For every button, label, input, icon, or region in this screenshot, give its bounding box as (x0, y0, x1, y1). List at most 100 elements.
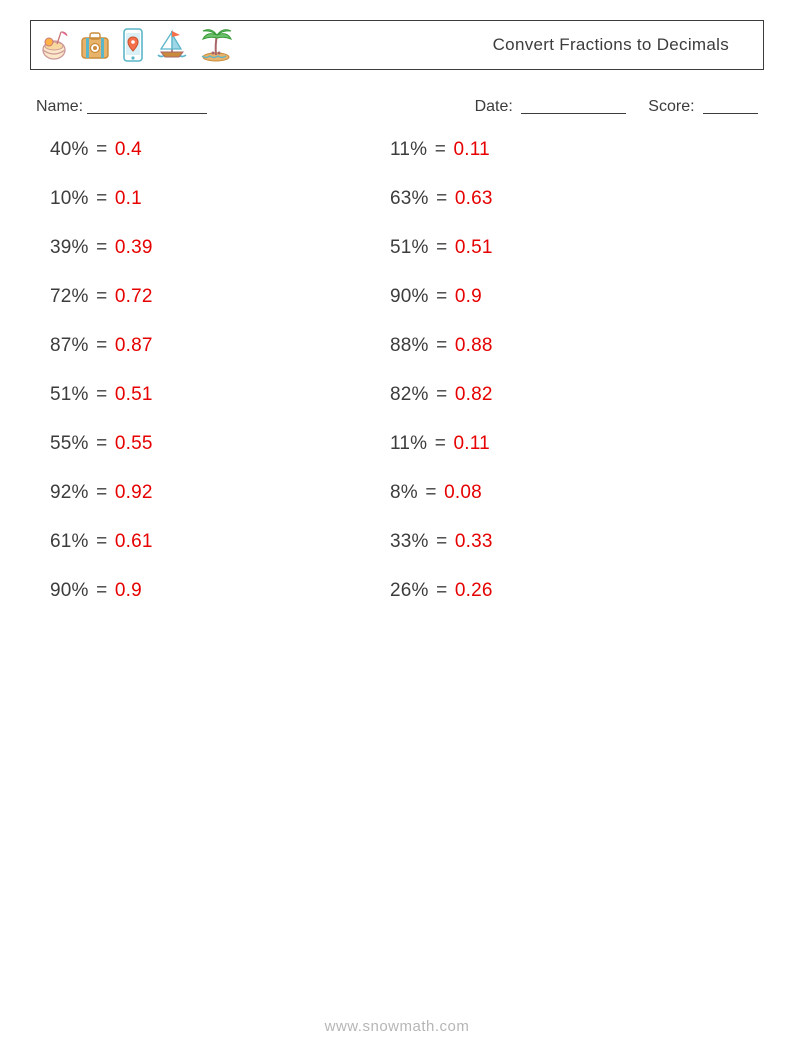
name-label: Name: (36, 98, 83, 116)
equals-sign: = (91, 237, 113, 258)
problem-question: 39% (50, 237, 89, 258)
problem-answer: 0.55 (115, 433, 153, 454)
problem-row: 61% = 0.61 (50, 532, 390, 551)
meta-row: Name: Date: Score: (36, 96, 758, 116)
problem-question: 90% (390, 286, 429, 307)
problem-answer: 0.92 (115, 482, 153, 503)
problem-question: 92% (50, 482, 89, 503)
equals-sign: = (431, 335, 453, 356)
problem-row: 11% = 0.11 (390, 434, 730, 453)
problems-column-left: 40% = 0.4 10% = 0.1 39% = 0.39 72% = 0.72 87… (50, 140, 390, 630)
problem-answer: 0.1 (115, 188, 142, 209)
problem-question: 11% (390, 433, 427, 454)
problem-row: 11% = 0.11 (390, 140, 730, 159)
problem-answer: 0.11 (453, 139, 489, 160)
problem-question: 8% (390, 482, 418, 503)
problems-grid: 40% = 0.4 10% = 0.1 39% = 0.39 72% = 0.72 87… (50, 140, 764, 630)
date-label: Date: (475, 98, 513, 115)
problem-row: 90% = 0.9 (50, 581, 390, 600)
problem-question: 10% (50, 188, 89, 209)
problem-question: 51% (390, 237, 429, 258)
problem-answer: 0.33 (455, 531, 493, 552)
problem-row: 33% = 0.33 (390, 532, 730, 551)
problem-row: 8% = 0.08 (390, 483, 730, 502)
problem-row: 87% = 0.87 (50, 336, 390, 355)
equals-sign: = (91, 580, 113, 601)
problem-row: 72% = 0.72 (50, 287, 390, 306)
equals-sign: = (91, 482, 113, 503)
problem-row: 92% = 0.92 (50, 483, 390, 502)
problem-answer: 0.9 (455, 286, 482, 307)
problem-question: 40% (50, 139, 89, 160)
problem-question: 55% (50, 433, 89, 454)
problem-row: 39% = 0.39 (50, 238, 390, 257)
problem-row: 40% = 0.4 (50, 140, 390, 159)
date-blank[interactable] (521, 99, 626, 114)
problem-row: 51% = 0.51 (50, 385, 390, 404)
equals-sign: = (431, 237, 453, 258)
worksheet-page: Convert Fractions to Decimals Name: Date… (0, 0, 794, 1053)
footer-watermark: www.snowmath.com (0, 1018, 794, 1035)
drink-icon (39, 28, 69, 62)
problem-question: 63% (390, 188, 429, 209)
equals-sign: = (431, 188, 453, 209)
equals-sign: = (431, 531, 453, 552)
problem-row: 55% = 0.55 (50, 434, 390, 453)
problem-answer: 0.51 (115, 384, 153, 405)
problem-question: 33% (390, 531, 429, 552)
sailboat-icon (155, 27, 189, 63)
name-blank[interactable] (87, 99, 207, 114)
equals-sign: = (91, 286, 113, 307)
problem-question: 88% (390, 335, 429, 356)
equals-sign: = (431, 580, 453, 601)
header-icons (39, 27, 233, 63)
problem-row: 63% = 0.63 (390, 189, 730, 208)
problem-answer: 0.39 (115, 237, 153, 258)
equals-sign: = (431, 384, 453, 405)
equals-sign: = (420, 482, 442, 503)
equals-sign: = (91, 139, 113, 160)
problem-answer: 0.51 (455, 237, 493, 258)
problem-question: 82% (390, 384, 429, 405)
problem-question: 72% (50, 286, 89, 307)
score-blank[interactable] (703, 99, 758, 114)
problem-answer: 0.87 (115, 335, 153, 356)
equals-sign: = (429, 433, 451, 454)
problem-row: 10% = 0.1 (50, 189, 390, 208)
problem-row: 82% = 0.82 (390, 385, 730, 404)
problem-row: 88% = 0.88 (390, 336, 730, 355)
problems-column-right: 11% = 0.11 63% = 0.63 51% = 0.51 90% = 0.9 8… (390, 140, 730, 630)
problem-answer: 0.82 (455, 384, 493, 405)
problem-answer: 0.72 (115, 286, 153, 307)
problem-row: 51% = 0.51 (390, 238, 730, 257)
suitcase-icon (79, 28, 111, 62)
problem-question: 90% (50, 580, 89, 601)
equals-sign: = (91, 433, 113, 454)
equals-sign: = (429, 139, 451, 160)
score-label: Score: (648, 98, 694, 115)
equals-sign: = (91, 384, 113, 405)
problem-answer: 0.63 (455, 188, 493, 209)
problem-answer: 0.11 (453, 433, 489, 454)
problem-answer: 0.26 (455, 580, 493, 601)
problem-question: 51% (50, 384, 89, 405)
problem-row: 26% = 0.26 (390, 581, 730, 600)
problem-question: 11% (390, 139, 427, 160)
equals-sign: = (431, 286, 453, 307)
problem-row: 90% = 0.9 (390, 287, 730, 306)
problem-answer: 0.9 (115, 580, 142, 601)
equals-sign: = (91, 188, 113, 209)
problem-question: 26% (390, 580, 429, 601)
equals-sign: = (91, 335, 113, 356)
problem-answer: 0.61 (115, 531, 153, 552)
phone-map-icon (121, 27, 145, 63)
problem-answer: 0.88 (455, 335, 493, 356)
header-box: Convert Fractions to Decimals (30, 20, 764, 70)
worksheet-title: Convert Fractions to Decimals (233, 35, 749, 55)
equals-sign: = (91, 531, 113, 552)
problem-question: 87% (50, 335, 89, 356)
problem-question: 61% (50, 531, 89, 552)
problem-answer: 0.4 (115, 139, 142, 160)
problem-answer: 0.08 (444, 482, 482, 503)
palm-island-icon (199, 27, 233, 63)
